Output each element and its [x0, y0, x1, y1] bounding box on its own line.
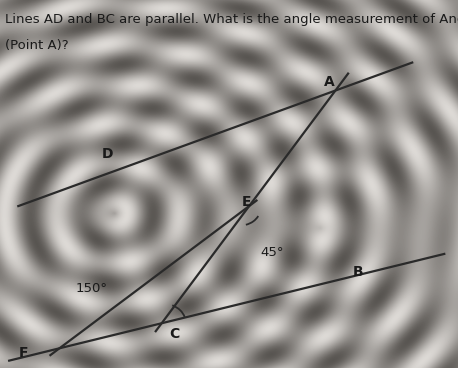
Text: D: D: [102, 147, 114, 161]
Text: Lines AD and BC are parallel. What is the angle measurement of Angle DAE: Lines AD and BC are parallel. What is th…: [5, 13, 458, 26]
Text: E: E: [242, 195, 251, 209]
Text: 150°: 150°: [76, 282, 108, 296]
Text: (Point A)?: (Point A)?: [5, 39, 68, 52]
Text: A: A: [323, 75, 334, 89]
Text: C: C: [169, 327, 179, 341]
Text: 45°: 45°: [261, 245, 284, 259]
Text: B: B: [353, 265, 364, 279]
Text: F: F: [19, 346, 28, 360]
